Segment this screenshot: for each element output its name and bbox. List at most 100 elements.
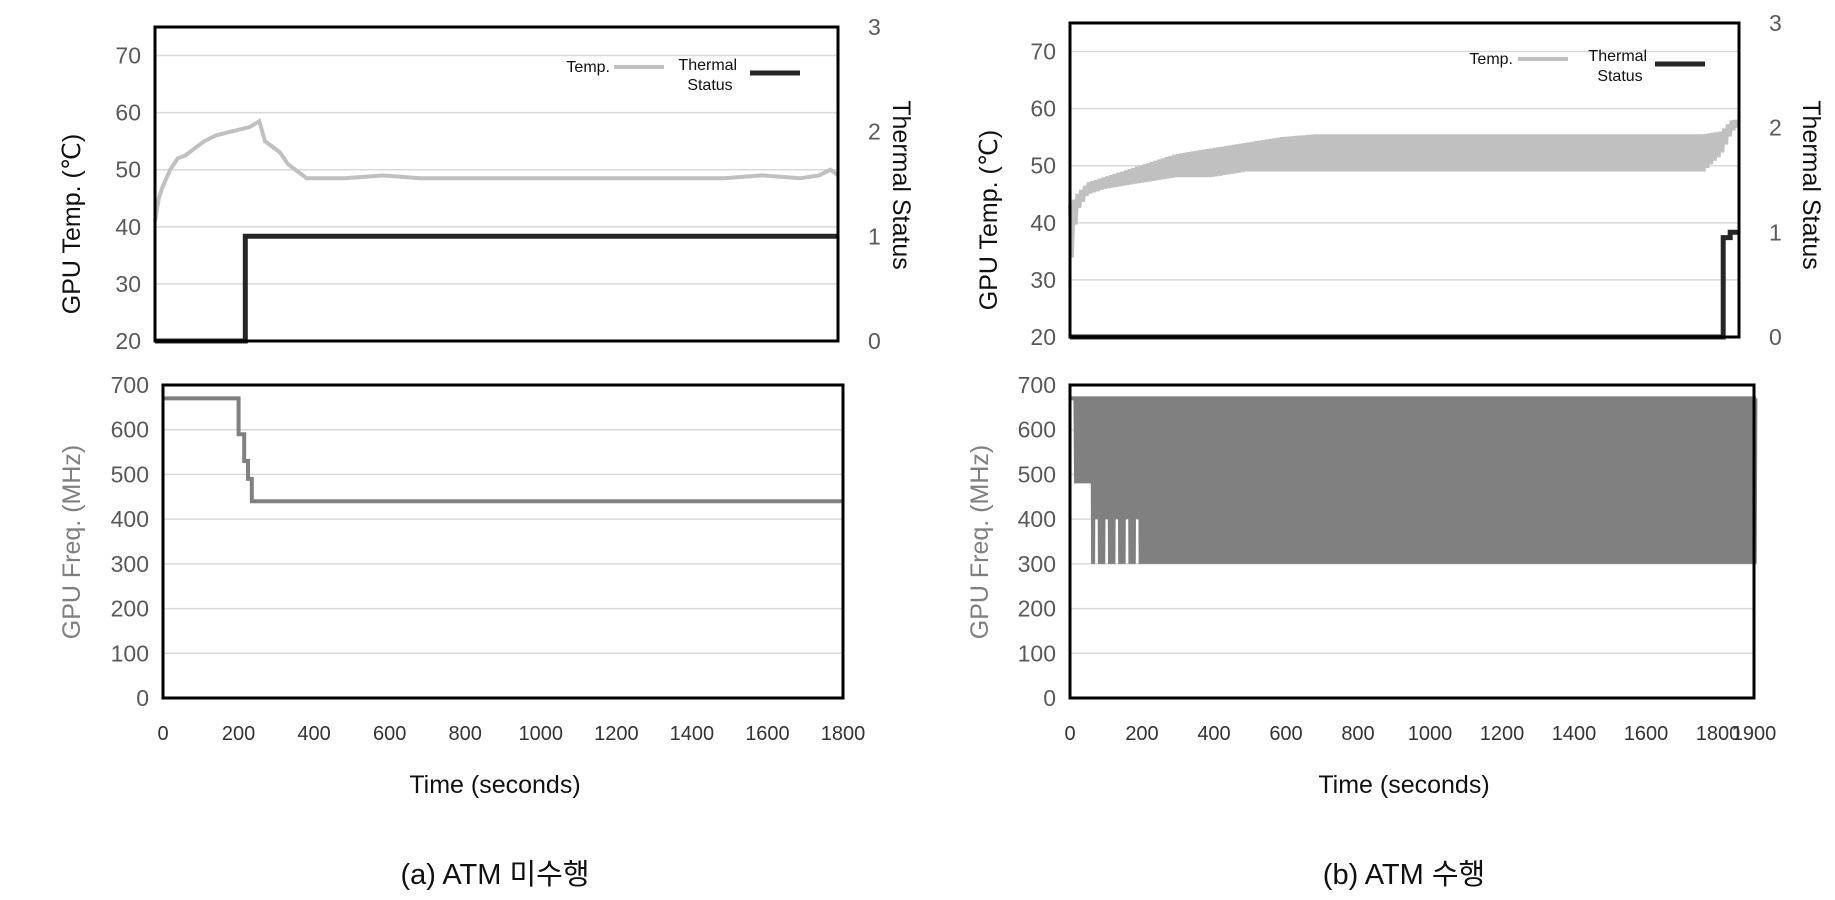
series-line-thermal-status <box>1070 229 1739 340</box>
x-tick-labels: 0 200 400 600 800 1000 1200 1400 1600 1800 <box>157 723 865 745</box>
x-tick-label: 0 <box>1064 723 1075 745</box>
y-axis-title: GPU Temp. (℃) <box>58 134 86 314</box>
x-tick-label: 200 <box>222 723 255 745</box>
legend-thermal-word2: Status <box>1597 68 1642 85</box>
y-tick-label: 30 <box>115 271 141 297</box>
y-tick-labels: 20 30 40 50 60 70 <box>1030 39 1056 350</box>
y-tick-label: 100 <box>111 640 149 666</box>
y-tick-label: 20 <box>115 328 141 354</box>
x-tick-label: 1200 <box>1480 723 1525 745</box>
plot-frame <box>1068 21 1741 339</box>
y-tick-label: 70 <box>1030 39 1056 65</box>
y-tick-label: 600 <box>111 417 149 443</box>
x-tick-label: 1200 <box>594 723 639 745</box>
series-line-gpu-freq <box>1070 396 1758 564</box>
y2-axis-title: Thermal Status <box>887 100 915 270</box>
x-tick-label: 1000 <box>519 723 564 745</box>
series-line-thermal-status <box>155 233 838 344</box>
plot-frame <box>161 383 845 700</box>
series-layer <box>1068 119 1741 340</box>
y-tick-label: 400 <box>111 506 149 532</box>
x-tick-label: 0 <box>157 723 168 745</box>
y-tick-label: 60 <box>1030 96 1056 122</box>
y2-tick-label: 0 <box>1769 324 1782 350</box>
y-tick-label: 0 <box>1043 685 1056 711</box>
series-line-temp <box>1068 119 1741 258</box>
plot-frame <box>153 25 840 343</box>
series-line-gpu-freq <box>163 396 843 504</box>
chart-a-frequency: 0 100 200 300 400 500 600 700 0 200 400 600 800 1000… <box>58 372 865 799</box>
legend-thermal-word1: Thermal <box>1588 48 1647 65</box>
x-tick-label: 400 <box>1197 723 1230 745</box>
y-tick-labels: 0 100 200 300 400 500 600 700 <box>1018 372 1056 711</box>
gridlines <box>163 384 843 655</box>
y-tick-label: 50 <box>115 157 141 183</box>
y-axis-title: GPU Temp. (℃) <box>975 130 1003 310</box>
y2-tick-label: 2 <box>868 119 881 145</box>
y-tick-label: 700 <box>1018 372 1056 398</box>
y-tick-label: 500 <box>1018 461 1056 487</box>
x-tick-label: 800 <box>1341 723 1374 745</box>
series-layer <box>153 118 840 344</box>
x-tick-label: 1400 <box>670 723 715 745</box>
plot-frame <box>1068 383 1756 700</box>
x-tick-label: 400 <box>297 723 330 745</box>
y-tick-label: 60 <box>115 100 141 126</box>
x-tick-label: 800 <box>449 723 482 745</box>
y2-tick-labels: 0 1 2 3 <box>868 14 881 354</box>
x-tick-label: 1000 <box>1408 723 1453 745</box>
y-tick-label: 40 <box>1030 210 1056 236</box>
caption-left: (a) ATM 미수행 <box>400 858 589 891</box>
y-tick-label: 200 <box>111 596 149 622</box>
y2-tick-label: 1 <box>868 223 881 249</box>
y-tick-label: 700 <box>111 372 149 398</box>
x-tick-label: 1800 <box>821 723 866 745</box>
y-tick-label: 100 <box>1018 640 1056 666</box>
y-axis-title: GPU Freq. (MHz) <box>966 445 994 639</box>
x-axis-title: Time (seconds) <box>1318 771 1489 799</box>
y-tick-label: 200 <box>1018 596 1056 622</box>
x-tick-label: 200 <box>1125 723 1158 745</box>
caption-right: (b) ATM 수행 <box>1323 858 1485 891</box>
x-tick-label: 1600 <box>745 723 790 745</box>
x-tick-label: 600 <box>1269 723 1302 745</box>
y2-tick-label: 2 <box>1769 115 1782 141</box>
chart-b-frequency: 0 100 200 300 400 500 600 700 0 200 400 600 800 1000… <box>966 372 1776 799</box>
x-tick-label: 600 <box>373 723 406 745</box>
series-layer <box>1070 396 1758 564</box>
y-tick-label: 40 <box>115 214 141 240</box>
x-tick-label: 1900 <box>1732 723 1777 745</box>
chart-a-temperature: 20 30 40 50 60 70 0 1 2 3 GPU Temp. (℃) Thermal … <box>58 14 915 354</box>
y-tick-label: 70 <box>115 43 141 69</box>
legend: Temp. Thermal Status <box>566 57 800 94</box>
y-tick-label: 400 <box>1018 506 1056 532</box>
y2-tick-label: 1 <box>1769 219 1782 245</box>
y-tick-label: 30 <box>1030 267 1056 293</box>
y2-tick-label: 0 <box>868 328 881 354</box>
legend-label-temp: Temp. <box>1469 51 1513 68</box>
legend-thermal-word2: Status <box>687 77 732 94</box>
legend-thermal-word1: Thermal <box>678 57 737 74</box>
legend: Temp. Thermal Status <box>1469 48 1705 85</box>
y-tick-label: 500 <box>111 461 149 487</box>
x-tick-label: 1600 <box>1624 723 1669 745</box>
y-tick-label: 300 <box>111 551 149 577</box>
legend-label-temp: Temp. <box>566 59 610 76</box>
y2-tick-label: 3 <box>868 14 881 40</box>
legend-label-thermal-status: Thermal Status <box>1588 48 1651 85</box>
y-tick-label: 50 <box>1030 153 1056 179</box>
y-tick-label: 600 <box>1018 417 1056 443</box>
y2-axis-title: Thermal Status <box>1797 100 1825 270</box>
y-axis-title: GPU Freq. (MHz) <box>58 445 86 639</box>
y-tick-label: 20 <box>1030 324 1056 350</box>
y2-tick-label: 3 <box>1769 10 1782 36</box>
y2-tick-labels: 0 1 2 3 <box>1769 10 1782 350</box>
x-tick-label: 1400 <box>1552 723 1597 745</box>
series-layer <box>163 396 843 504</box>
gridlines <box>155 54 838 285</box>
x-axis-title: Time (seconds) <box>409 771 580 799</box>
legend-label-thermal-status: Thermal Status <box>678 57 741 94</box>
x-tick-label: 1800 <box>1696 723 1741 745</box>
